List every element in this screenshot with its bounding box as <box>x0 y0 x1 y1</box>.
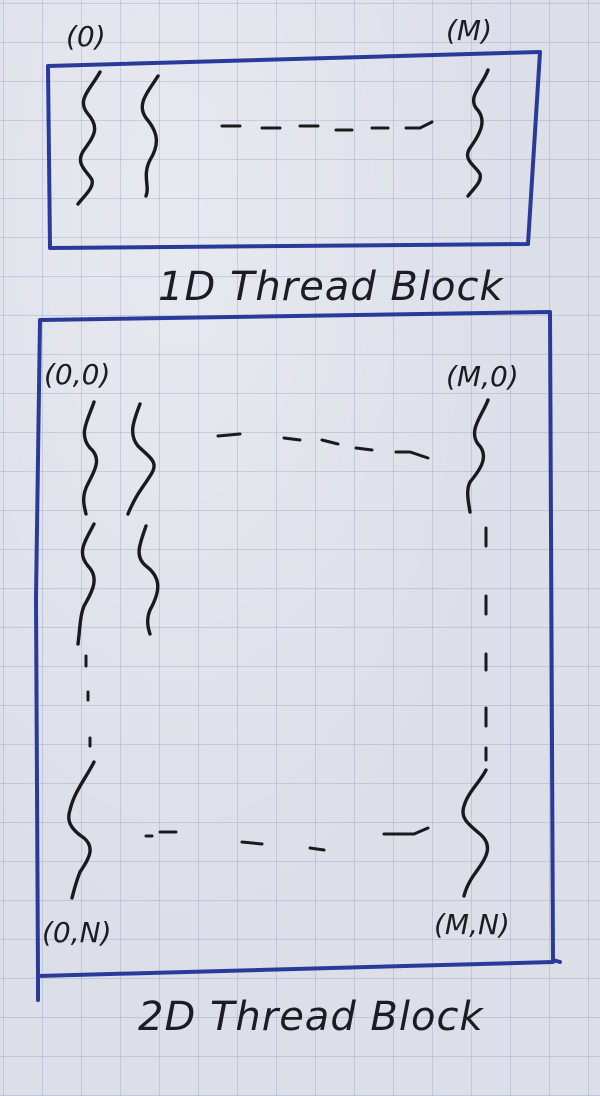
block-1d-thread-0 <box>76 70 102 206</box>
block-2d-thread-M-N <box>461 768 490 898</box>
block-2d-border <box>34 310 562 1002</box>
block-2d-title: 2D Thread Block <box>138 994 484 1040</box>
block-1d-border <box>46 50 542 250</box>
block-2d: (0,0) (M,0) (0,N) (M,N) 2D Thread Block <box>34 310 562 1040</box>
block-2d-label-top-right: (M,0) <box>446 360 519 393</box>
block-1d-thread-1 <box>140 74 160 198</box>
block-1d-label-first: (0) <box>66 20 106 53</box>
block-2d-thread-1-0 <box>126 402 156 516</box>
block-2d-label-bottom-right: (M,N) <box>434 908 510 941</box>
block-2d-left-column-ellipsis <box>84 654 92 748</box>
block-2d-label-top-left: (0,0) <box>44 358 110 391</box>
block-2d-thread-0-1 <box>76 522 96 646</box>
block-2d-thread-M-0 <box>466 398 490 514</box>
block-2d-thread-1-1 <box>137 524 160 636</box>
block-1d-title: 1D Thread Block <box>158 264 504 310</box>
block-1d: (0) (M) 1D Thread Block <box>46 14 542 310</box>
block-2d-thread-0-0 <box>82 400 99 516</box>
block-2d-label-bottom-left: (0,N) <box>42 916 112 949</box>
block-1d-ellipsis <box>220 120 434 132</box>
block-1d-label-last: (M) <box>446 14 492 47</box>
block-2d-row-N-ellipsis <box>144 826 430 852</box>
block-1d-thread-M <box>465 68 490 198</box>
block-2d-thread-0-N <box>67 760 96 900</box>
block-2d-row-0-ellipsis <box>216 432 430 460</box>
